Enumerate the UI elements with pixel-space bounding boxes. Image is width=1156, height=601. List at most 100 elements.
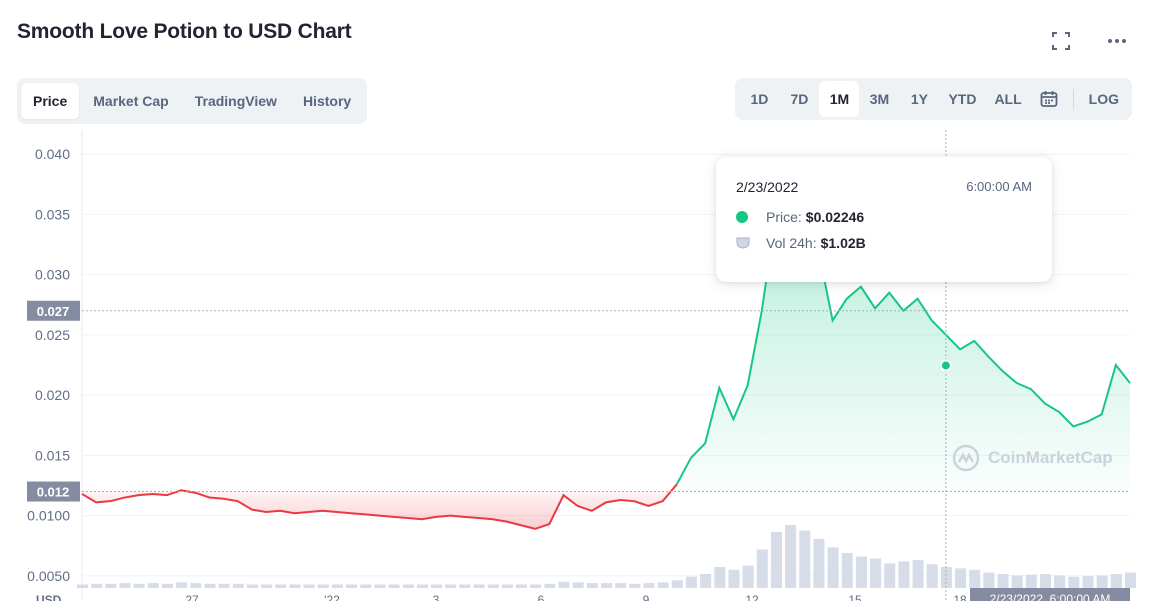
fullscreen-icon[interactable] — [1050, 30, 1072, 52]
volume-bar — [756, 549, 768, 588]
volume-bar — [870, 558, 882, 588]
calendar-icon[interactable] — [1031, 81, 1067, 117]
more-icon[interactable] — [1106, 30, 1128, 52]
volume-bar — [827, 547, 839, 588]
price-chart[interactable]: 0.040 0.035 0.030 0.025 0.020 0.015 0.0100 0.00… — [0, 130, 1156, 601]
volume-bar — [1110, 574, 1122, 588]
volume-bar — [360, 584, 372, 588]
volume-bar — [841, 553, 853, 588]
tooltip-date: 2/23/2022 — [736, 179, 799, 195]
y-tick-label: 0.040 — [35, 146, 70, 162]
volume-bar — [246, 584, 258, 588]
volume-bar — [1096, 575, 1108, 588]
tooltip-price-value: $0.02246 — [805, 209, 865, 225]
volume-bar — [147, 583, 159, 588]
volume-bar — [176, 582, 188, 588]
volume-bar — [261, 584, 273, 588]
y-tick-label: 0.0050 — [27, 568, 70, 584]
y-tick-label: 0.020 — [35, 387, 70, 403]
volume-bar — [1025, 574, 1037, 588]
volume-bar — [643, 583, 655, 588]
watermark-text: CoinMarketCap — [988, 448, 1113, 467]
volume-bar — [898, 561, 910, 588]
volume-bar — [572, 582, 584, 588]
volume-bar — [516, 584, 528, 588]
range-3m[interactable]: 3M — [869, 91, 890, 107]
tooltip-vol-label: Vol 24h: — [766, 235, 817, 251]
volume-shield-icon — [736, 237, 750, 249]
volume-bar — [714, 567, 726, 588]
chart-tooltip: 2/23/2022 6:00:00 AM Price: $0.02246 Vol… — [716, 157, 1052, 282]
y-tick-label: 0.015 — [35, 447, 70, 463]
price-dot-icon — [736, 211, 748, 223]
volume-bar — [346, 584, 358, 588]
tab-market-cap[interactable]: Market Cap — [93, 93, 169, 109]
volume-bar — [1040, 574, 1052, 588]
current-price-tag-bg — [27, 300, 80, 321]
volume-bar — [770, 532, 782, 588]
volume-bar — [671, 580, 683, 588]
volume-bar — [275, 584, 287, 588]
tooltip-price-label: Price: — [766, 209, 802, 225]
range-ytd[interactable]: YTD — [948, 91, 977, 107]
volume-bar — [615, 583, 627, 588]
volume-bar — [558, 581, 570, 588]
volume-bar — [161, 583, 173, 588]
volume-bar — [813, 539, 825, 588]
volume-bar — [1011, 575, 1023, 588]
time-range-selector: 1D 7D 1M 3M 1Y YTD ALL LOG — [735, 78, 1132, 120]
volume-bar — [402, 584, 414, 588]
baseline-price-tag-bg — [27, 481, 80, 502]
x-tick-label: 6 — [538, 593, 545, 601]
page-title: Smooth Love Potion to USD Chart — [17, 20, 352, 43]
volume-bar — [926, 564, 938, 588]
x-tick-label: '22 — [324, 593, 340, 601]
current-price-tag: 0.027 — [37, 304, 70, 319]
volume-bar — [1125, 572, 1136, 588]
range-1m[interactable]: 1M — [819, 81, 860, 117]
range-1y[interactable]: 1Y — [910, 91, 928, 107]
volume-bar — [416, 584, 428, 588]
coinmarketcap-logo-icon — [952, 444, 980, 472]
volume-bar — [105, 583, 117, 588]
log-scale-toggle[interactable]: LOG — [1088, 91, 1119, 107]
volume-bar — [317, 584, 329, 588]
chart-actions — [1050, 30, 1128, 52]
range-1d[interactable]: 1D — [750, 91, 769, 107]
volume-bar — [884, 563, 896, 588]
tooltip-time: 6:00:00 AM — [966, 179, 1032, 194]
tab-tradingview[interactable]: TradingView — [194, 93, 277, 109]
volume-bar — [969, 569, 981, 588]
volume-bar — [303, 584, 315, 588]
hover-point — [939, 359, 952, 372]
volume-bar — [431, 584, 443, 588]
volume-bar — [955, 568, 967, 588]
hover-date-tag-bg — [970, 588, 1130, 601]
volume-bar — [331, 584, 343, 588]
volume-bar — [855, 556, 867, 588]
volume-bar — [232, 583, 244, 588]
price-area-down — [82, 484, 677, 529]
volume-bar — [1054, 575, 1066, 588]
x-tick-label: 18 — [953, 593, 967, 601]
volume-bar — [657, 582, 669, 588]
volume-bar — [459, 584, 471, 588]
range-7d[interactable]: 7D — [790, 91, 809, 107]
y-tick-label: 0.0100 — [27, 508, 70, 524]
price-line-down — [81, 483, 678, 530]
range-all[interactable]: ALL — [994, 91, 1022, 107]
volume-bar — [728, 569, 740, 588]
volume-bar — [1082, 576, 1094, 588]
volume-bar — [997, 574, 1009, 588]
tab-history[interactable]: History — [302, 93, 352, 109]
y-tick-label: 0.025 — [35, 327, 70, 343]
volume-bar — [91, 583, 103, 588]
volume-bar — [799, 530, 811, 588]
volume-bar — [601, 583, 612, 588]
baseline-price-tag: 0.012 — [37, 485, 70, 500]
volume-bar — [473, 584, 485, 588]
volume-bar — [785, 525, 797, 588]
tab-price[interactable]: Price — [21, 83, 80, 119]
volume-bar — [629, 583, 641, 588]
volume-bar — [487, 584, 499, 588]
